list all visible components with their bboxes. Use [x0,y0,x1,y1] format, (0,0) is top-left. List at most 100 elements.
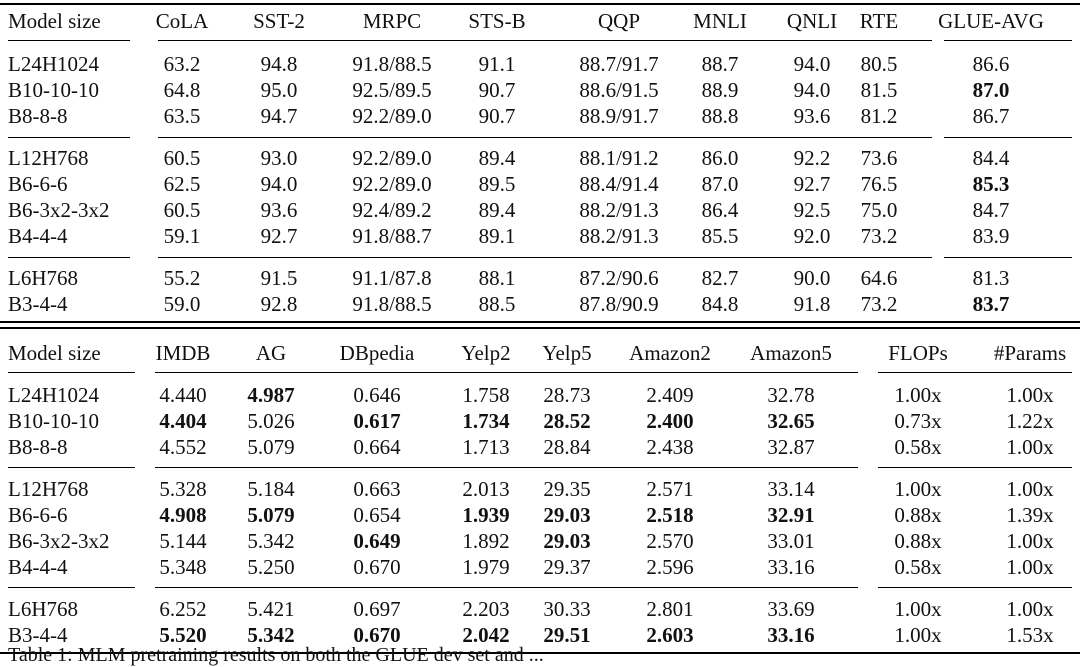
bottom-header-cell: Yelp2 [461,341,511,365]
bottom-value-cell: 0.646 [353,383,401,407]
top-value-cell: 88.4/91.4 [579,172,659,196]
bottom-value-cell: 33.16 [767,623,815,647]
top-value-cell: 90.7 [478,104,516,128]
top-value-cell: 88.6/91.5 [579,78,659,102]
bottom-value-cell: 5.144 [159,529,207,553]
bottom-value-cell: 2.596 [646,555,694,579]
bottom-group-rule [878,467,1072,468]
top-value-cell: 88.1/91.2 [579,146,659,170]
top-header-cell: GLUE-AVG [938,9,1044,33]
bottom-value-cell: 33.69 [767,597,815,621]
top-value-cell: 89.4 [478,146,516,170]
bottom-value-cell: 0.663 [353,477,401,501]
top-value-cell: 90.0 [793,266,831,290]
bottom-value-cell: 0.617 [353,409,401,433]
top-header-cell: CoLA [155,9,209,33]
bottom-value-cell: 5.079 [247,435,295,459]
top-value-cell: 91.8/88.7 [352,224,432,248]
bottom-value-cell: 0.670 [353,623,401,647]
bottom-value-cell: 1.22x [1006,409,1054,433]
top-model-cell: L24H1024 [8,52,99,76]
bottom-group-rule [155,587,858,588]
bottom-header-rule [8,372,135,373]
bottom-value-cell: 1.00x [1006,435,1054,459]
top-value-cell: 92.4/89.2 [352,198,432,222]
top-value-cell: 88.9/91.7 [579,104,659,128]
bottom-value-cell: 1.00x [894,597,942,621]
top-value-cell: 81.2 [860,104,898,128]
bottom-value-cell: 32.78 [767,383,815,407]
bottom-value-cell: 5.079 [247,503,295,527]
bottom-header-cell: Amazon2 [629,341,711,365]
top-value-cell: 92.2 [793,146,831,170]
bottom-value-cell: 2.603 [646,623,694,647]
top-value-cell: 83.7 [972,292,1010,316]
bottom-header-rule [155,372,858,373]
bottom-model-cell: B4-4-4 [8,555,68,579]
top-value-cell: 91.8/88.5 [352,292,432,316]
bottom-model-cell: B8-8-8 [8,435,68,459]
bottom-header-cell: Amazon5 [750,341,832,365]
bottom-header-cell: #Params [993,341,1067,365]
bottom-value-cell: 2.409 [646,383,694,407]
bottom-value-cell: 1.39x [1006,503,1054,527]
bottom-model-cell: B10-10-10 [8,409,99,433]
top-value-cell: 89.1 [478,224,516,248]
top-header-cell: RTE [859,9,899,33]
top-value-cell: 91.5 [260,266,298,290]
top-value-cell: 92.0 [793,224,831,248]
top-value-cell: 92.2/89.0 [352,104,432,128]
top-value-cell: 88.7 [701,52,739,76]
top-value-cell: 88.5 [478,292,516,316]
top-model-cell: B6-6-6 [8,172,68,196]
top-value-cell: 64.8 [163,78,201,102]
top-value-cell: 80.5 [860,52,898,76]
top-value-cell: 92.5/89.5 [352,78,432,102]
top-header-cell: SST-2 [253,9,305,33]
bottom-value-cell: 1.00x [894,623,942,647]
bottom-value-cell: 33.16 [767,555,815,579]
top-value-cell: 88.2/91.3 [579,224,659,248]
bottom-value-cell: 0.670 [353,555,401,579]
top-value-cell: 86.4 [701,198,739,222]
top-value-cell: 63.2 [163,52,201,76]
bottom-value-cell: 5.520 [159,623,207,647]
bottom-value-cell: 0.58x [894,435,942,459]
bottom-top-rule [0,327,1080,329]
bottom-value-cell: 5.342 [247,529,295,553]
top-value-cell: 84.4 [972,146,1010,170]
bottom-value-cell: 1.00x [894,383,942,407]
bottom-value-cell: 1.00x [1006,383,1054,407]
top-value-cell: 93.0 [260,146,298,170]
top-value-cell: 88.8 [701,104,739,128]
top-value-cell: 92.2/89.0 [352,172,432,196]
bottom-header-cell: DBpedia [339,341,415,365]
top-header-cell: STS-B [468,9,526,33]
bottom-bottom-rule [0,652,1080,654]
top-model-cell: B3-4-4 [8,292,68,316]
top-value-cell: 86.0 [701,146,739,170]
bottom-value-cell: 29.51 [543,623,591,647]
table-caption: Table 1: MLM pretraining results on both… [8,644,544,666]
bottom-group-rule [878,587,1072,588]
top-value-cell: 89.5 [478,172,516,196]
bottom-value-cell: 1.892 [462,529,510,553]
top-model-cell: B10-10-10 [8,78,99,102]
top-value-cell: 91.1/87.8 [352,266,432,290]
top-model-cell: L6H768 [8,266,78,290]
bottom-group-rule [8,587,135,588]
bottom-value-cell: 1.734 [462,409,510,433]
bottom-value-cell: 1.00x [1006,555,1054,579]
bottom-value-cell: 32.87 [767,435,815,459]
bottom-value-cell: 2.400 [646,409,694,433]
bottom-value-cell: 0.649 [353,529,401,553]
top-value-cell: 94.0 [260,172,298,196]
bottom-value-cell: 29.35 [543,477,591,501]
bottom-header-rule [878,372,1072,373]
top-value-cell: 88.9 [701,78,739,102]
top-value-cell: 91.8 [793,292,831,316]
top-value-cell: 87.2/90.6 [579,266,659,290]
top-header-rule [158,40,932,41]
bottom-value-cell: 30.33 [543,597,591,621]
